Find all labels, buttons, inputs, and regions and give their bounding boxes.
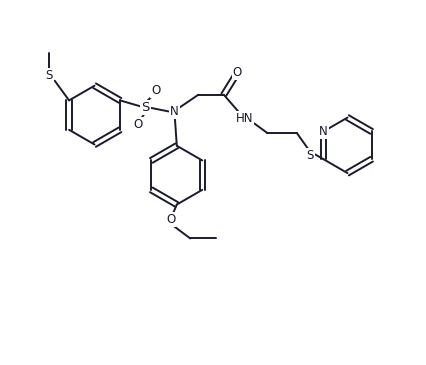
Text: O: O xyxy=(233,66,242,79)
Text: N: N xyxy=(170,105,179,118)
Text: S: S xyxy=(141,101,150,114)
Text: S: S xyxy=(306,149,314,162)
Text: S: S xyxy=(45,69,52,81)
Text: HN: HN xyxy=(236,112,253,125)
Text: O: O xyxy=(151,84,160,97)
Text: O: O xyxy=(166,213,175,226)
Text: N: N xyxy=(319,125,328,138)
Text: O: O xyxy=(133,118,143,131)
